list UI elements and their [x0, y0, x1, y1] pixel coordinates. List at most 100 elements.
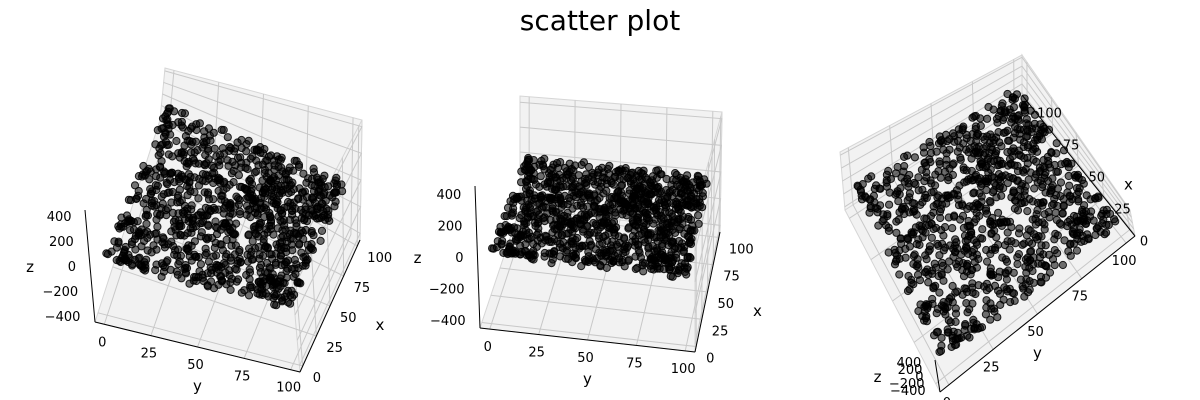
scatter-point	[983, 155, 992, 164]
scatter-point	[338, 187, 347, 196]
scatter-point	[312, 173, 321, 182]
scatter-point	[563, 208, 572, 217]
scatter-point	[998, 253, 1007, 262]
scatter-point	[213, 223, 222, 233]
scatter-point	[937, 226, 946, 235]
scatter-point	[994, 286, 1003, 295]
scatter-point	[272, 240, 281, 249]
z-tick-label: −200	[42, 285, 78, 300]
scatter-point	[934, 241, 943, 250]
scatter-point	[309, 164, 318, 173]
scatter-point	[263, 268, 272, 277]
scatter-point	[158, 199, 167, 208]
y-tick-label: 75	[234, 369, 251, 384]
scatter-point	[1080, 201, 1089, 210]
scatter-point	[675, 193, 684, 203]
scatter-point	[591, 258, 600, 267]
scatter-point	[161, 112, 170, 121]
scatter-point	[294, 160, 304, 169]
scatter-point	[644, 187, 653, 196]
scatter-point	[639, 166, 648, 175]
scatter-point	[675, 225, 684, 234]
scatter-point	[1025, 263, 1034, 272]
scatter-point	[920, 307, 929, 316]
scatter-point	[905, 170, 914, 180]
scatter-point	[1066, 215, 1075, 224]
scatter-point	[168, 152, 177, 161]
scatter-point	[181, 132, 190, 141]
scatter-point	[204, 195, 214, 204]
x-gridline	[684, 111, 714, 352]
scatter-point	[255, 250, 264, 259]
scatter-point	[632, 221, 641, 230]
scatter-point	[616, 205, 625, 214]
scatter-point	[200, 127, 209, 136]
scatter-point	[932, 309, 941, 318]
scatter-point	[1045, 268, 1055, 277]
scatter-point	[584, 162, 594, 172]
scatter-point	[935, 157, 944, 166]
scatter-point	[267, 189, 276, 198]
scatter-point	[686, 236, 695, 245]
scatter-point	[553, 163, 563, 172]
scatter-point	[131, 231, 140, 240]
scatter-point	[331, 197, 340, 206]
scatter-point	[164, 104, 173, 113]
scatter-point	[284, 197, 293, 207]
scatter-point	[229, 178, 238, 187]
scatter-point	[200, 161, 210, 170]
scatter-point	[904, 182, 913, 191]
scatter-point	[1012, 90, 1022, 99]
scatter-point	[555, 252, 565, 261]
scatter-point	[141, 212, 150, 221]
scatter-point	[245, 244, 254, 253]
scatter-point	[602, 263, 611, 272]
scatter-point	[975, 142, 984, 151]
scatter-point	[175, 257, 184, 266]
scatter-point	[241, 163, 250, 172]
scatter-point	[982, 186, 991, 195]
x-tick-label: 50	[1089, 171, 1106, 186]
scatter-point	[192, 125, 201, 135]
scatter-point	[948, 170, 958, 180]
scatter-point	[227, 169, 236, 178]
scatter-point	[540, 248, 549, 258]
scatter-point	[884, 226, 894, 235]
scatter-point	[1022, 115, 1031, 124]
scatter-point	[233, 256, 242, 266]
scatter-point	[132, 194, 141, 203]
scatter-point	[177, 274, 186, 283]
scatter-point	[944, 297, 953, 306]
scatter-point	[521, 207, 530, 216]
scatter-point	[149, 241, 158, 250]
scatter-point	[700, 175, 709, 184]
scatter-point	[997, 191, 1006, 200]
scatter-point	[207, 265, 216, 274]
scatter-point	[927, 179, 936, 188]
scatter-point	[995, 182, 1005, 191]
scatter-point	[944, 316, 953, 325]
x-tick-label: 75	[1063, 139, 1080, 154]
scatter-point	[651, 254, 661, 263]
scatter-point	[128, 261, 137, 270]
scatter-point	[592, 221, 601, 230]
scatter-point	[134, 186, 143, 196]
scatter-point	[302, 178, 311, 187]
scatter-point	[643, 230, 652, 240]
z-axis-line	[934, 359, 941, 393]
scatter-point	[571, 161, 580, 170]
scatter-point	[124, 195, 133, 204]
scatter-point	[674, 237, 684, 246]
scatter-point	[1041, 188, 1050, 197]
scatter-point	[971, 111, 980, 121]
scatter-point	[559, 200, 568, 209]
scatter-point	[180, 141, 189, 150]
scatter-point	[896, 234, 905, 243]
scatter-point	[639, 267, 648, 276]
scatter-point	[584, 257, 593, 267]
scatter-point	[500, 226, 509, 235]
scatter-point	[541, 236, 550, 245]
scatter-point	[909, 280, 918, 289]
scatter-point	[127, 237, 137, 246]
